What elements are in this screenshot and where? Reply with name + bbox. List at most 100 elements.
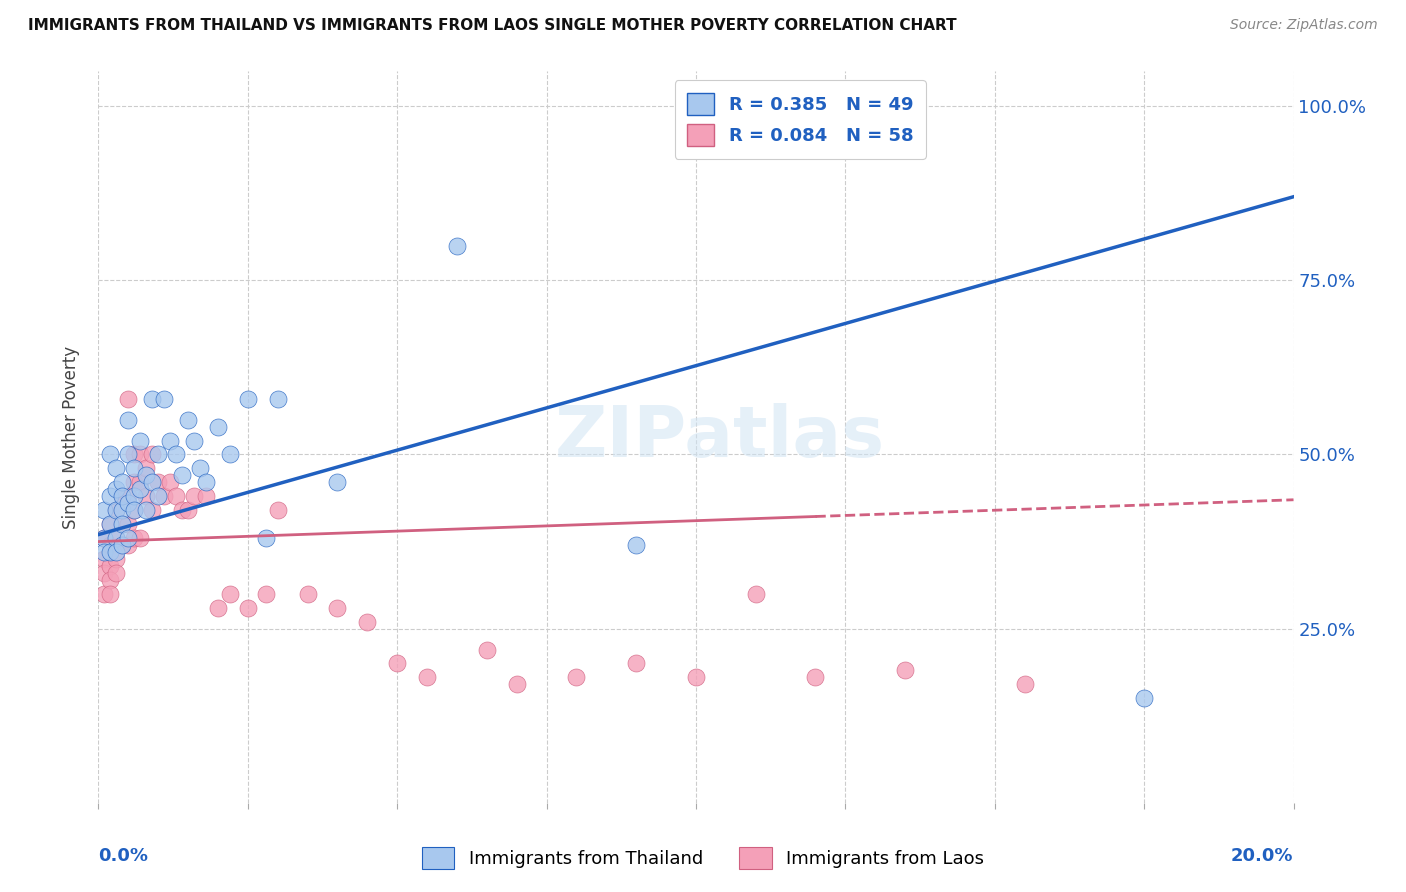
Point [98, 517, 122, 532]
Point [153, 392, 176, 406]
Point [111, 489, 134, 503]
Point [111, 517, 134, 532]
Point [117, 496, 139, 510]
Point [159, 434, 181, 448]
Point [98, 489, 122, 503]
Point [416, 670, 439, 684]
Point [124, 475, 146, 490]
Point [93, 531, 115, 545]
Point [254, 531, 277, 545]
Point [141, 392, 163, 406]
Point [98, 538, 122, 552]
Point [111, 538, 134, 552]
Point [804, 670, 827, 684]
Point [267, 503, 290, 517]
Point [356, 615, 378, 629]
Point [105, 531, 128, 545]
Point [105, 461, 128, 475]
Point [219, 448, 242, 462]
Point [98, 573, 122, 587]
Point [135, 503, 157, 517]
Point [111, 475, 134, 490]
Point [105, 552, 128, 566]
Point [685, 670, 707, 684]
Point [219, 587, 242, 601]
Point [111, 538, 134, 552]
Point [183, 489, 205, 503]
Point [326, 600, 349, 615]
Point [117, 531, 139, 545]
Point [165, 489, 187, 503]
Point [111, 503, 134, 517]
Point [148, 475, 170, 490]
Point [172, 468, 194, 483]
Point [183, 434, 205, 448]
Point [188, 461, 211, 475]
Point [117, 489, 139, 503]
Point [135, 489, 157, 503]
Point [565, 670, 588, 684]
Point [98, 558, 122, 573]
Point [148, 489, 170, 503]
Point [117, 412, 139, 426]
Y-axis label: Single Mother Poverty: Single Mother Poverty [62, 345, 80, 529]
Point [177, 412, 200, 426]
Point [129, 448, 152, 462]
Point [475, 642, 498, 657]
Point [159, 475, 181, 490]
Point [135, 461, 157, 475]
Point [124, 448, 146, 462]
Point [1133, 691, 1156, 706]
Point [129, 434, 152, 448]
Point [177, 503, 200, 517]
Point [745, 587, 768, 601]
Point [894, 664, 917, 678]
Point [117, 448, 139, 462]
Point [93, 531, 115, 545]
Point [326, 475, 349, 490]
Point [207, 600, 229, 615]
Point [195, 475, 218, 490]
Point [117, 517, 139, 532]
Point [195, 489, 218, 503]
Point [626, 657, 648, 671]
Point [267, 392, 290, 406]
Point [385, 657, 409, 671]
Point [626, 538, 648, 552]
Point [105, 545, 128, 559]
Point [111, 489, 134, 503]
Point [254, 587, 277, 601]
Point [129, 483, 152, 497]
Point [93, 503, 115, 517]
Point [105, 483, 128, 497]
Point [141, 448, 163, 462]
Point [148, 448, 170, 462]
Point [297, 587, 319, 601]
Point [105, 503, 128, 517]
Text: IMMIGRANTS FROM THAILAND VS IMMIGRANTS FROM LAOS SINGLE MOTHER POVERTY CORRELATI: IMMIGRANTS FROM THAILAND VS IMMIGRANTS F… [28, 18, 956, 33]
Text: ZIPatlas: ZIPatlas [555, 402, 884, 472]
Point [129, 531, 152, 545]
Point [172, 503, 194, 517]
Point [124, 503, 146, 517]
Point [111, 517, 134, 532]
Point [124, 461, 146, 475]
Point [105, 503, 128, 517]
Point [98, 545, 122, 559]
Point [93, 545, 115, 559]
Point [506, 677, 529, 691]
Point [98, 517, 122, 532]
Point [117, 392, 139, 406]
Text: Source: ZipAtlas.com: Source: ZipAtlas.com [1230, 18, 1378, 32]
Point [124, 489, 146, 503]
Point [207, 419, 229, 434]
Legend: R = 0.385   N = 49, R = 0.084   N = 58: R = 0.385 N = 49, R = 0.084 N = 58 [675, 80, 927, 159]
Point [165, 448, 187, 462]
Text: 0.0%: 0.0% [98, 847, 149, 864]
Point [98, 448, 122, 462]
Legend: Immigrants from Thailand, Immigrants from Laos: Immigrants from Thailand, Immigrants fro… [413, 838, 993, 879]
Point [1014, 677, 1036, 691]
Point [141, 503, 163, 517]
Point [129, 475, 152, 490]
Point [236, 600, 259, 615]
